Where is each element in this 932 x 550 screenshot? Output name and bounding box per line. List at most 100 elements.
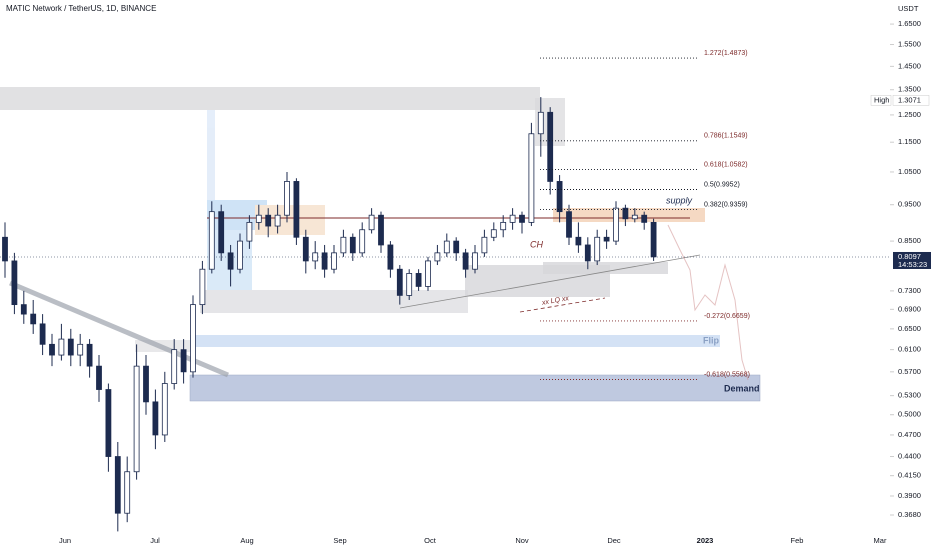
supply-zone <box>553 208 705 222</box>
annotation: xx LQ xx <box>540 295 570 307</box>
y-tick-label: 1.1500 <box>898 137 921 146</box>
trendline <box>399 254 701 309</box>
fib-label: 1.272(1.4873) <box>704 50 748 57</box>
candle-body <box>265 214 272 227</box>
candle-body <box>509 214 516 223</box>
annotation: CH <box>530 239 543 249</box>
candle-body <box>622 207 629 220</box>
gray-zone <box>200 290 468 313</box>
candle-body <box>500 221 507 231</box>
y-tick-label: 0.8500 <box>898 236 921 245</box>
candle-body <box>537 111 544 135</box>
fib-label: 0.618(1.0582) <box>704 161 748 168</box>
flip-zone <box>190 335 720 347</box>
candle-body <box>20 304 27 315</box>
candle-body <box>161 383 168 436</box>
x-tick-label: Sep <box>333 536 346 545</box>
x-tick-label: Mar <box>874 536 887 545</box>
candle-body <box>96 365 102 390</box>
candle-body <box>11 260 18 306</box>
x-tick-label: 2023 <box>697 536 714 545</box>
candle-body <box>199 268 206 306</box>
y-tick-label: 1.2500 <box>898 110 921 119</box>
y-tick-label: 0.4400 <box>898 452 921 461</box>
volume-profile <box>207 110 325 290</box>
x-tick-label: Nov <box>515 536 529 545</box>
y-tick-label: 0.6100 <box>898 345 921 354</box>
candle-body <box>396 268 403 296</box>
gray-zone <box>543 262 668 274</box>
y-tick-label: 1.3500 <box>898 85 921 94</box>
candle-body <box>490 229 497 238</box>
price-axis <box>890 0 932 550</box>
candle-body <box>387 244 394 270</box>
lq-line <box>519 297 606 313</box>
candle-body <box>321 252 328 270</box>
high-box <box>870 95 892 106</box>
x-tick-label: Jun <box>59 536 71 545</box>
candle-body <box>114 456 121 514</box>
x-tick-label: Dec <box>607 536 621 545</box>
demand-zone <box>189 374 761 402</box>
candle-body <box>171 349 178 384</box>
candle-body <box>594 236 601 262</box>
candle-body <box>650 221 657 258</box>
x-tick-label: Feb <box>791 536 804 545</box>
candle-body <box>481 236 488 254</box>
candle-body <box>378 214 384 246</box>
candle-body <box>237 240 243 270</box>
y-tick-label: 0.3900 <box>898 491 921 500</box>
y-tick-label: 0.4150 <box>898 471 921 480</box>
candle-body <box>443 240 450 254</box>
candle-body <box>434 252 441 262</box>
candle-body <box>284 181 290 216</box>
candle-body <box>2 236 8 262</box>
candle-body <box>143 365 149 403</box>
candle-body <box>227 252 234 270</box>
candle-body <box>86 343 93 367</box>
candle-body <box>340 236 347 254</box>
chart-title: MATIC Network / TetherUS, 1D, BINANCE <box>6 4 156 13</box>
annotation: Demand <box>724 383 760 393</box>
fib-label: 0.786(1.1549) <box>704 133 748 140</box>
annotation: supply <box>666 195 693 205</box>
high-value-box <box>892 95 930 106</box>
candle-body <box>462 252 469 270</box>
candle-body <box>425 260 431 287</box>
candle-body <box>406 273 413 296</box>
candle-body <box>519 214 525 223</box>
candle-body <box>584 244 591 262</box>
candle-body <box>641 214 648 223</box>
candle-body <box>124 471 131 514</box>
x-tick-label: Oct <box>424 536 437 545</box>
y-tick-label: 1.4500 <box>898 61 921 70</box>
profile <box>207 110 215 200</box>
candle-body <box>312 252 319 262</box>
candle-body <box>49 343 55 356</box>
y-tick-label: 0.5300 <box>898 391 921 400</box>
x-tick-label: Jul <box>150 536 160 545</box>
candle-body <box>67 338 74 356</box>
candle-body <box>302 236 309 262</box>
fib-label: -0.618(0.5568) <box>704 371 750 378</box>
candle-body <box>180 349 187 373</box>
countdown: 14:53:23 <box>898 260 927 269</box>
y-tick-label: 0.7300 <box>898 286 921 295</box>
candle-body <box>190 304 196 373</box>
y-tick-label: 0.6900 <box>898 304 921 313</box>
candle-body <box>208 211 215 270</box>
axis-unit: USDT <box>898 4 919 13</box>
fib-label: 0.382(0.9359) <box>704 201 748 208</box>
candle-body <box>359 229 366 254</box>
price-label: 0.8097 <box>898 252 921 261</box>
fib-label: -0.272(0.6659) <box>704 313 750 320</box>
candle-body <box>575 236 582 246</box>
projection <box>667 224 749 381</box>
y-tick-label: 1.6500 <box>898 19 921 28</box>
candle-body <box>566 211 572 238</box>
candle-body <box>274 214 281 227</box>
candle-body <box>415 273 422 287</box>
candle-body <box>39 323 46 345</box>
y-tick-label: 0.4700 <box>898 430 921 439</box>
y-tick-label: 0.6500 <box>898 324 921 333</box>
